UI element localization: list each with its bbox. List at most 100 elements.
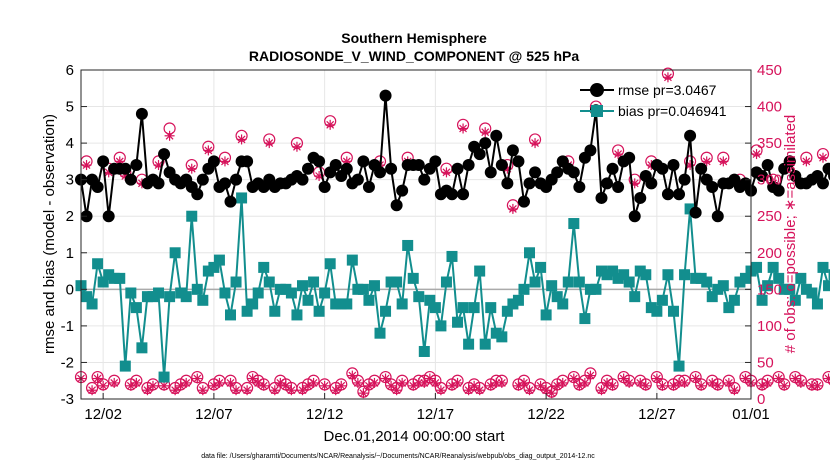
obs-assimilated-point	[690, 373, 701, 384]
bias-point	[584, 283, 596, 295]
legend: rmse pr=3.0467 bias pr=0.046941	[580, 82, 727, 119]
legend-rmse-label: rmse pr=3.0467	[618, 82, 717, 98]
rmse-point	[412, 159, 425, 172]
bias-point	[324, 258, 336, 270]
obs-assimilated-point	[87, 385, 98, 396]
rmse-point	[756, 170, 769, 183]
x-axis: 12/02 12/07 12/12 12/17 12/22 12/27 01/01	[84, 393, 770, 423]
obs-assimilated-point	[640, 380, 651, 391]
y-axis-label: rmse and bias (model - observation)	[41, 114, 58, 354]
bias-point	[723, 302, 735, 314]
rmse-point	[191, 188, 204, 201]
obs-assimilated-point	[507, 203, 518, 214]
rmse-point	[329, 159, 342, 172]
bias-point	[341, 298, 353, 310]
bias-point	[424, 294, 436, 306]
y2-tick-label: 350	[757, 135, 782, 152]
obs-assimilated-point	[164, 130, 175, 141]
bias-point	[823, 280, 830, 292]
bias-point	[313, 305, 325, 317]
bias-point	[512, 294, 524, 306]
bias-point	[274, 283, 286, 295]
y2-tick-label: 100	[757, 318, 782, 335]
bias-point	[524, 247, 536, 259]
bias-point	[158, 371, 170, 383]
bias-point	[800, 283, 812, 295]
bias-point	[230, 276, 242, 288]
bias-point	[789, 294, 801, 306]
x-tick-label: 01/01	[732, 406, 770, 423]
rmse-point	[695, 162, 708, 175]
obs-assimilated-point	[441, 167, 452, 178]
bias-point	[618, 269, 630, 281]
y-tick-label: 6	[66, 62, 74, 79]
rmse-point	[230, 173, 243, 186]
bias-point	[651, 305, 663, 317]
bias-point	[474, 265, 486, 277]
obs-assimilated-point	[286, 385, 297, 396]
bias-point	[396, 298, 408, 310]
bias-point	[739, 272, 751, 284]
obs-assimilated-point	[723, 377, 734, 388]
bias-point	[629, 291, 641, 303]
bias-point	[363, 294, 375, 306]
bias-point	[717, 280, 729, 292]
obs-assimilated-point	[696, 380, 707, 391]
obs-assimilated-point	[419, 377, 430, 388]
y-tick-label: 3	[66, 172, 74, 189]
bias-point	[667, 305, 679, 317]
rmse-point	[606, 162, 619, 175]
rmse-point	[667, 159, 680, 172]
bias-point	[518, 283, 530, 295]
rmse-point	[479, 137, 492, 150]
x-tick-label: 12/27	[638, 406, 676, 423]
bias-point	[335, 298, 347, 310]
bias-point	[540, 309, 552, 321]
rmse-point	[634, 191, 647, 204]
chart-subtitle: RADIOSONDE_V_WIND_COMPONENT @ 525 hPa	[249, 48, 579, 64]
bias-point	[202, 265, 214, 277]
bias-point	[119, 360, 131, 372]
rmse-point	[374, 166, 387, 179]
obs-assimilated-point	[790, 373, 801, 384]
obs-assimilated-point	[308, 377, 319, 388]
obs-assimilated-point	[596, 385, 607, 396]
obs-assimilated-point	[264, 138, 275, 149]
bias-point	[557, 298, 569, 310]
bias-point	[391, 276, 403, 288]
bias-point	[108, 272, 120, 284]
obs-assimilated-point	[430, 377, 441, 388]
y-axis-right: 0 50 100 150 200 250 300 350 400 450	[745, 62, 782, 408]
bias-point	[219, 287, 231, 299]
obs-assimilated-point	[491, 377, 502, 388]
rmse-point	[783, 155, 796, 168]
y-tick-label: -3	[61, 391, 74, 408]
bias-point	[568, 218, 580, 230]
y-tick-label: 1	[66, 245, 74, 262]
obs-assimilated-point	[485, 380, 496, 391]
rmse-point	[445, 188, 458, 201]
bias-point	[551, 291, 563, 303]
bias-point	[811, 298, 823, 310]
bias-point	[175, 287, 187, 299]
obs-assimilated-point	[480, 127, 491, 138]
bias-point	[579, 313, 591, 325]
y-tick-label: -1	[61, 318, 74, 335]
obs-assimilated-point	[823, 373, 830, 384]
obs-assimilated-point	[214, 377, 225, 388]
y-tick-label: 4	[66, 135, 74, 152]
bias-point	[241, 305, 253, 317]
bias-point	[153, 287, 165, 299]
bias-point	[252, 287, 264, 299]
obs-assimilated-point	[662, 72, 673, 83]
bias-point	[114, 272, 126, 284]
bias-point	[778, 283, 790, 295]
obs-assimilated-point	[347, 370, 358, 381]
obs-assimilated-point	[751, 149, 762, 160]
obs-assimilated-point	[524, 385, 535, 396]
bias-point	[380, 305, 392, 317]
obs-assimilated-point	[325, 119, 336, 130]
rmse-point	[152, 177, 165, 190]
rmse-point	[689, 206, 702, 219]
rmse-point	[241, 155, 254, 168]
